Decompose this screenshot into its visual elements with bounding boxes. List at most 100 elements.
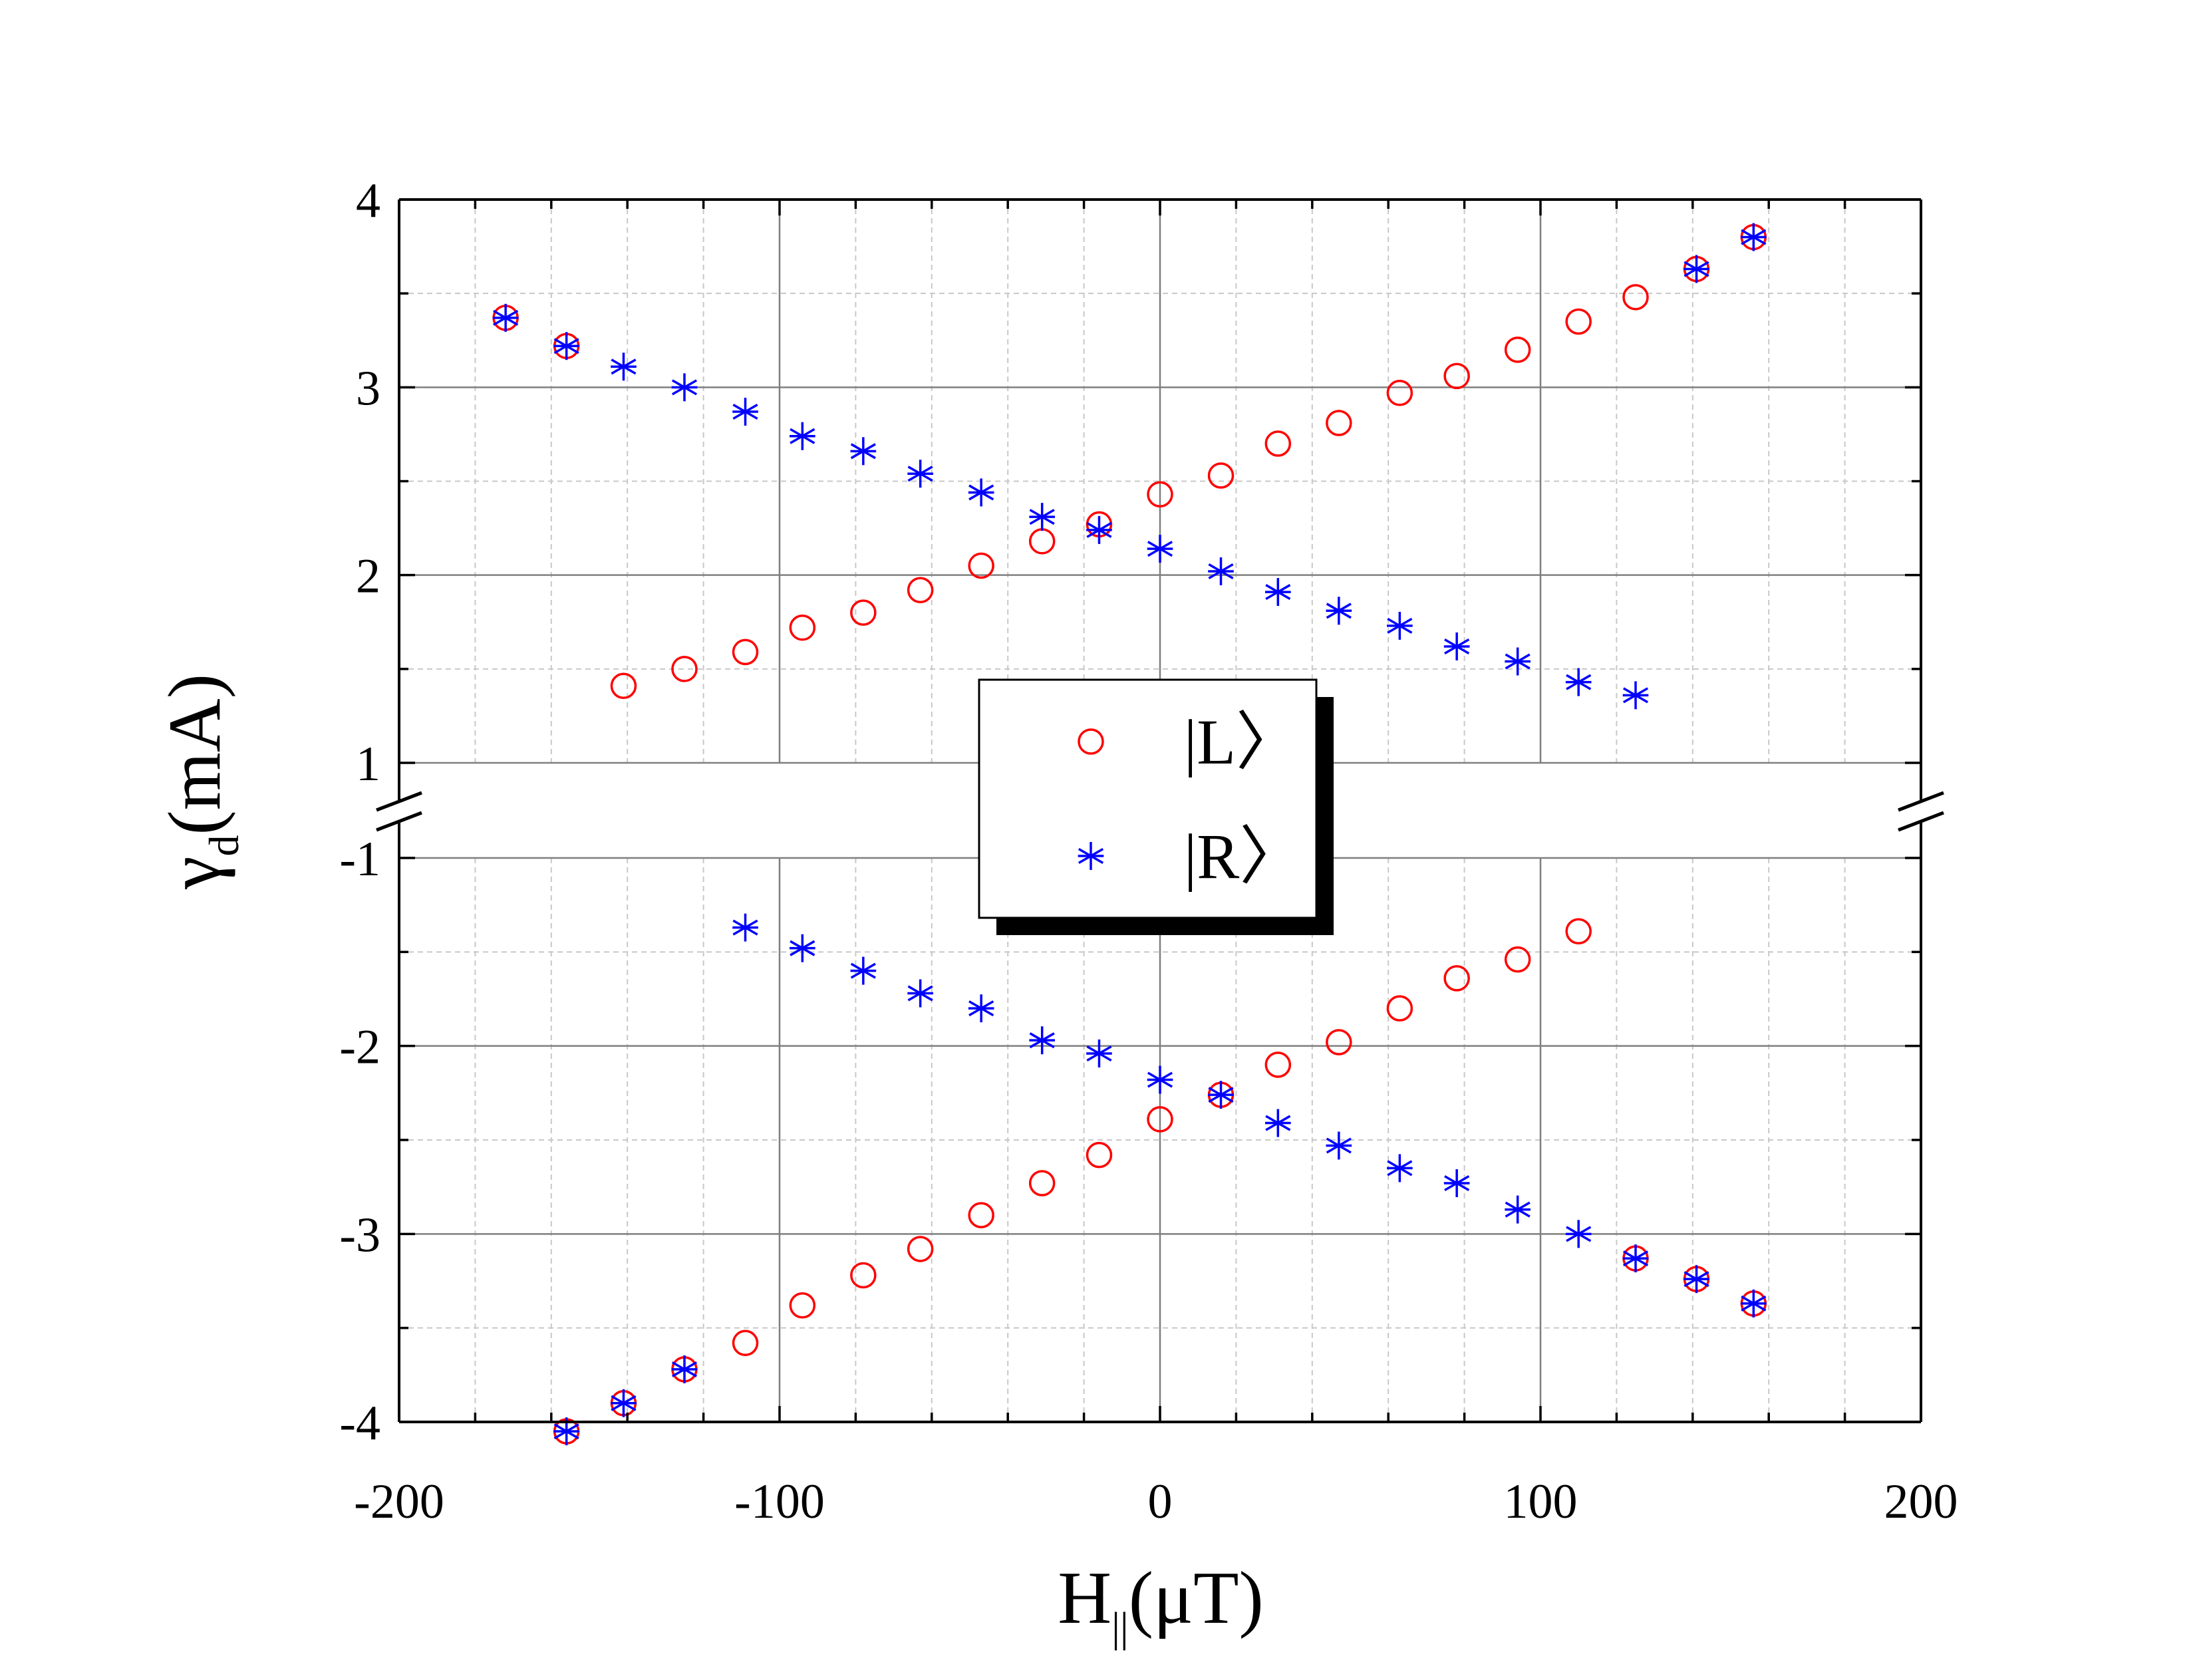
- point-R: [1683, 255, 1709, 283]
- axis-break-mark: [376, 811, 422, 832]
- point-R: [1443, 632, 1470, 660]
- y-tick-label: 4: [356, 174, 380, 228]
- point-L: [732, 1330, 759, 1357]
- legend-label-R: |R〉: [1184, 821, 1303, 892]
- legend: |L〉 |R〉: [978, 678, 1334, 935]
- point-R: [1265, 578, 1291, 607]
- point-R: [1683, 1265, 1709, 1294]
- point-R: [850, 437, 877, 466]
- tick-labels: -200 -100 0 100 200 4 3 2 1 -1 -2 -3 -4: [339, 174, 1958, 1529]
- x-tick-label: 100: [1504, 1474, 1578, 1529]
- point-R: [968, 994, 994, 1023]
- point-L: [1504, 337, 1531, 363]
- point-R: [1622, 681, 1649, 710]
- point-R: [611, 352, 637, 381]
- point-L: [1386, 995, 1413, 1022]
- point-R: [1326, 1131, 1352, 1160]
- point-R: [1505, 1195, 1531, 1224]
- point-R: [1565, 668, 1592, 696]
- y-tick-label: 1: [356, 737, 380, 791]
- legend-marker-R: [1078, 842, 1104, 870]
- point-R: [1387, 1154, 1413, 1183]
- point-L: [732, 638, 759, 666]
- point-R: [492, 303, 519, 332]
- point-L: [1443, 965, 1470, 992]
- point-L: [1264, 1051, 1292, 1078]
- point-R: [1086, 515, 1112, 544]
- point-R: [1443, 1169, 1470, 1198]
- x-tick-label: 200: [1884, 1474, 1958, 1529]
- point-R: [1208, 557, 1234, 586]
- axis-break-mark: [1898, 811, 1944, 832]
- point-R: [1741, 223, 1767, 251]
- y-tick-label: -3: [339, 1208, 380, 1262]
- point-L: [1565, 918, 1592, 944]
- point-L: [1326, 410, 1352, 436]
- y-tick-label: -1: [339, 832, 380, 887]
- point-R: [1741, 1289, 1767, 1318]
- point-L: [1504, 946, 1531, 973]
- point-L: [1565, 308, 1592, 335]
- point-R: [1147, 535, 1173, 563]
- point-R: [968, 478, 994, 507]
- y-axis-title: γd(mA): [154, 674, 247, 890]
- point-L: [1386, 380, 1413, 406]
- point-L: [671, 656, 698, 682]
- point-L: [1147, 481, 1173, 508]
- point-L: [968, 1202, 994, 1228]
- y-tick-label: -2: [339, 1020, 380, 1075]
- y-tick-label: -4: [339, 1396, 380, 1451]
- point-L: [789, 614, 816, 641]
- legend-marker-L: [1078, 728, 1104, 755]
- legend-circle: [1078, 728, 1104, 755]
- point-R: [732, 913, 758, 942]
- point-R: [790, 422, 815, 450]
- legend-box: [978, 678, 1318, 919]
- point-L: [1443, 362, 1470, 390]
- point-R: [1622, 1244, 1649, 1273]
- point-R: [790, 934, 815, 962]
- point-R: [1326, 597, 1352, 625]
- point-R: [671, 373, 698, 402]
- point-L: [907, 577, 934, 604]
- point-L: [1264, 430, 1292, 457]
- point-R: [611, 1389, 637, 1417]
- axis-break-mark: [1898, 791, 1944, 812]
- y-tick-label: 3: [356, 361, 380, 416]
- axis-break-mark: [376, 791, 422, 812]
- point-R: [907, 460, 933, 488]
- point-L: [1086, 1141, 1113, 1169]
- point-L: [1622, 284, 1649, 311]
- point-L: [1028, 1170, 1056, 1196]
- point-R: [1387, 611, 1413, 640]
- x-axis-title: H||(μT): [1058, 1557, 1264, 1651]
- point-R: [1265, 1109, 1291, 1137]
- point-R: [1029, 503, 1055, 531]
- point-L: [789, 1292, 816, 1319]
- grid: [399, 200, 1921, 1422]
- point-R: [732, 398, 758, 426]
- point-L: [850, 599, 877, 626]
- point-R: [1086, 1039, 1112, 1067]
- point-R: [1565, 1220, 1592, 1248]
- point-L: [1028, 528, 1056, 555]
- data-points: [492, 223, 1767, 1446]
- point-R: [1208, 1081, 1234, 1109]
- point-L: [1147, 1106, 1173, 1133]
- x-tick-label: -100: [734, 1474, 825, 1529]
- point-R: [850, 956, 877, 985]
- svg-text:γd(mA): γd(mA): [154, 674, 247, 890]
- point-R: [1029, 1026, 1055, 1055]
- point-R: [907, 979, 933, 1008]
- point-R: [553, 332, 579, 360]
- x-tick-label: 0: [1148, 1474, 1173, 1529]
- y-tick-label: 2: [356, 549, 380, 604]
- x-tick-label: -200: [354, 1474, 444, 1529]
- point-L: [610, 672, 637, 699]
- legend-label-L: |L〉: [1184, 706, 1300, 777]
- legend-asterisk: [1078, 842, 1104, 870]
- point-L: [1207, 462, 1235, 489]
- point-L: [907, 1236, 934, 1262]
- point-L: [850, 1262, 877, 1289]
